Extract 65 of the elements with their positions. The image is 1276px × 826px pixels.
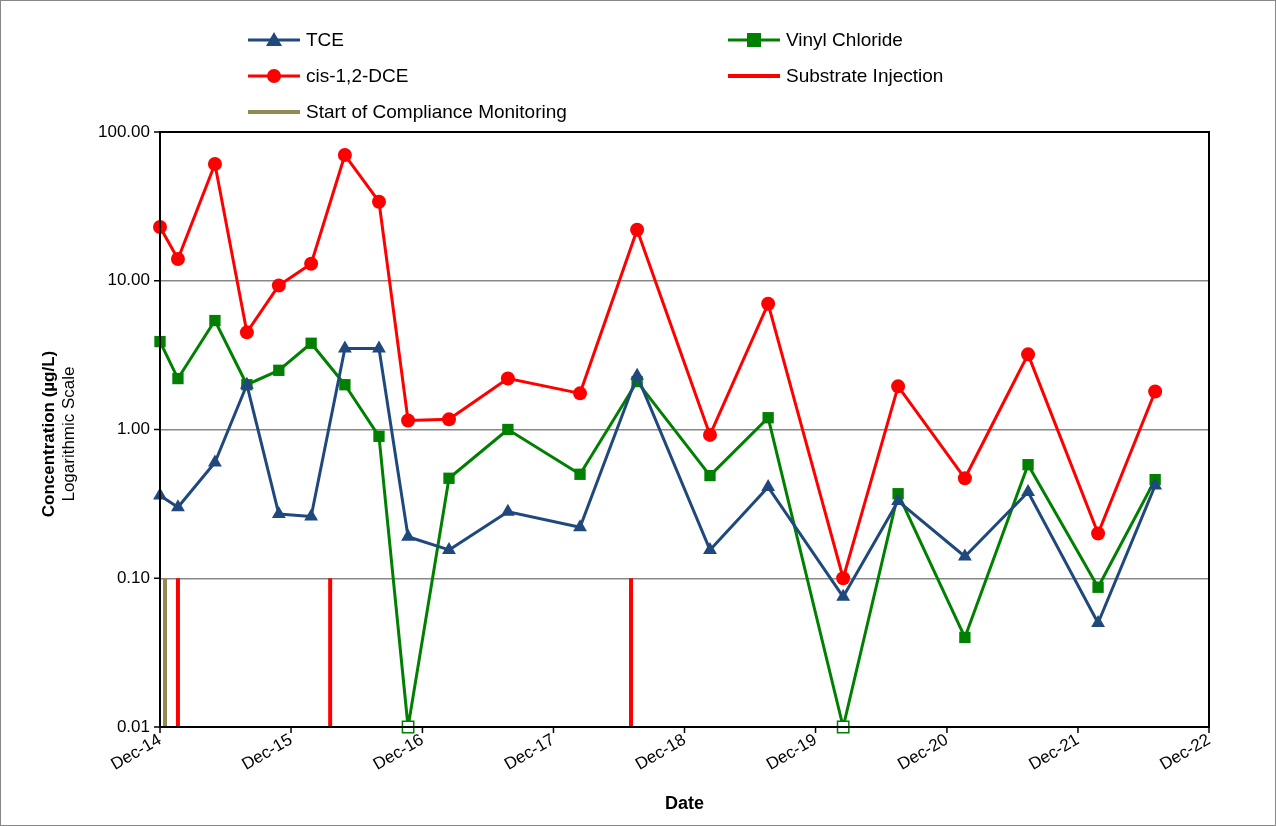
y-tick-label: 0.10 [116, 567, 150, 587]
point [630, 222, 645, 237]
point [703, 541, 717, 554]
point [574, 468, 586, 480]
point [573, 386, 588, 401]
point [704, 469, 716, 482]
point [762, 412, 774, 424]
legend-label: TCE [306, 29, 344, 51]
point [442, 541, 456, 554]
point [502, 423, 514, 436]
point [337, 340, 352, 353]
point [304, 508, 319, 521]
point [1148, 384, 1163, 399]
point [630, 367, 645, 380]
point [761, 296, 776, 311]
point [836, 571, 851, 586]
point [891, 493, 906, 506]
point [761, 479, 776, 492]
y-tick-label: 10.00 [107, 270, 150, 290]
point [208, 454, 222, 467]
point [372, 340, 386, 353]
point [1148, 477, 1163, 490]
point [1091, 615, 1105, 628]
point [171, 499, 185, 512]
point [401, 413, 416, 428]
point [339, 379, 351, 391]
point [957, 548, 972, 561]
point [1091, 526, 1106, 541]
point [273, 364, 285, 376]
point [1021, 347, 1036, 362]
point [500, 503, 515, 516]
point [371, 194, 386, 209]
point [1021, 484, 1035, 497]
point [271, 278, 286, 293]
point [573, 519, 587, 532]
y-tick-label: 1.00 [116, 419, 150, 439]
legend-label: cis-1,2-DCE [306, 65, 409, 87]
point [305, 337, 317, 349]
point [1092, 581, 1104, 593]
legend-label: Substrate Injection [786, 65, 944, 87]
y-tick-label: 100.00 [98, 121, 150, 141]
point [373, 430, 385, 442]
point [1022, 459, 1034, 471]
legend-label: Vinyl Chloride [786, 29, 903, 51]
point [702, 427, 717, 442]
point [836, 588, 851, 601]
point [271, 506, 286, 519]
point [891, 379, 906, 394]
point [337, 148, 352, 163]
x-axis-title: Date [664, 793, 705, 814]
point [401, 528, 415, 541]
point [442, 412, 456, 427]
y-axis-title: Concentration (µg/L) Logarithmic Scale [39, 350, 79, 518]
legend-label: Start of Compliance Monitoring [306, 101, 567, 123]
point [207, 156, 222, 171]
point [239, 325, 254, 340]
point [959, 631, 971, 644]
point [957, 471, 972, 486]
point [209, 314, 221, 327]
point [500, 371, 515, 386]
point [170, 252, 185, 267]
point [304, 256, 319, 271]
point [443, 472, 455, 484]
y-tick-label: 0.01 [116, 716, 150, 736]
point [172, 372, 184, 385]
